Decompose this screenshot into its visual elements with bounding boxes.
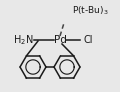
Text: P(t-Bu)$_3$: P(t-Bu)$_3$ [72,5,109,17]
Text: Cl: Cl [84,35,93,45]
Text: H$_2$N: H$_2$N [13,33,33,47]
Text: Pd: Pd [54,35,66,45]
